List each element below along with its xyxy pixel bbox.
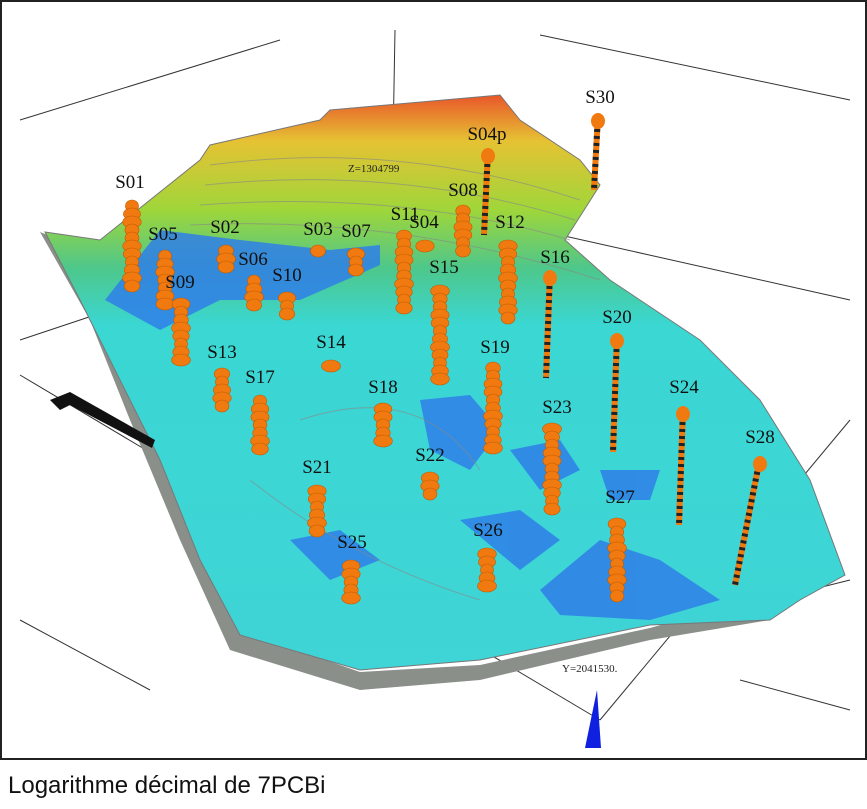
well-label: S04	[409, 212, 439, 233]
well-label: S12	[495, 212, 525, 233]
well-segment	[123, 279, 141, 293]
well-segment	[278, 307, 296, 321]
axis-marker	[585, 690, 601, 748]
well-label: S01	[115, 172, 145, 193]
well-segment	[455, 244, 471, 258]
well-label: S18	[368, 377, 398, 398]
well-head	[543, 270, 557, 286]
well-trace	[610, 334, 620, 453]
well-label: S02	[210, 217, 240, 238]
well-segment	[500, 311, 516, 325]
well-head	[753, 456, 767, 472]
well-label: S17	[245, 367, 275, 388]
well-segment	[246, 298, 262, 312]
well-head	[591, 113, 605, 129]
well-label: S11	[391, 204, 420, 225]
well-label: S05	[148, 224, 178, 245]
well-label: S21	[302, 457, 332, 478]
well-segment	[308, 524, 326, 538]
well-segment	[217, 260, 235, 274]
well-label: S30	[585, 87, 615, 108]
well-trace	[543, 271, 553, 379]
well-label: S22	[415, 445, 445, 466]
well-label: S25	[337, 532, 367, 553]
well-label: S13	[207, 342, 237, 363]
well-label: S24	[669, 377, 699, 398]
well-trace	[591, 114, 601, 191]
well-label: S03	[303, 219, 333, 240]
well-label: S15	[429, 257, 459, 278]
well-trace	[481, 149, 491, 236]
well-label: S28	[745, 427, 775, 448]
well-segment	[483, 441, 503, 455]
well-label: S10	[272, 265, 302, 286]
well-segment	[422, 487, 438, 501]
well-segment	[395, 301, 413, 315]
well-head	[676, 406, 690, 422]
z-label: Z=1304799	[348, 163, 400, 175]
well-label: S16	[540, 247, 570, 268]
well-segment	[430, 372, 450, 386]
well-trace	[732, 457, 763, 586]
well-segment	[310, 244, 326, 258]
well-label: S07	[341, 221, 371, 242]
well-label: S19	[480, 337, 510, 358]
well-segment	[341, 591, 361, 605]
well-segment	[477, 579, 497, 593]
well-head	[481, 148, 495, 164]
well-label: S27	[605, 487, 635, 508]
well-segment	[347, 263, 365, 277]
scene-3d: Z=1304799 Y=2041530. S01 S05 S02 S06 S03 S07 S…	[0, 0, 867, 760]
well-segment	[251, 442, 269, 456]
well-segment	[171, 353, 191, 367]
well-segment	[415, 239, 435, 253]
well-segment	[543, 502, 561, 516]
well-segment	[609, 589, 625, 603]
well-segment	[373, 434, 393, 448]
well-label: S23	[542, 397, 572, 418]
frame	[0, 0, 867, 760]
well-label: S14	[316, 332, 346, 353]
well-label: S04p	[467, 124, 506, 145]
well-segment	[155, 297, 175, 311]
well-label: S20	[602, 307, 632, 328]
well-label: S06	[238, 249, 268, 270]
well-trace	[676, 407, 686, 526]
well-segment	[214, 399, 230, 413]
well-label: S26	[473, 520, 503, 541]
y-label: Y=2041530.	[562, 663, 618, 675]
north-arrow	[50, 392, 155, 448]
well-segment	[321, 359, 341, 373]
well-head	[610, 333, 624, 349]
caption: Logarithme décimal de 7PCBi	[8, 772, 326, 799]
well-label: S08	[448, 180, 478, 201]
well-label: S09	[165, 272, 195, 293]
